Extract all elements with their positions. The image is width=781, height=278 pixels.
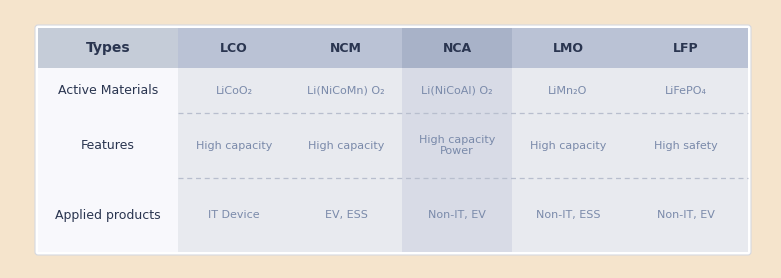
Text: Applied products: Applied products [55, 208, 161, 222]
Text: Non-IT, EV: Non-IT, EV [657, 210, 715, 220]
Text: Li(NiCoAl) O₂: Li(NiCoAl) O₂ [421, 86, 493, 96]
FancyBboxPatch shape [624, 113, 748, 178]
FancyBboxPatch shape [402, 178, 512, 252]
FancyBboxPatch shape [290, 28, 402, 68]
FancyBboxPatch shape [290, 113, 402, 178]
Text: High capacity: High capacity [530, 140, 606, 150]
Text: NCM: NCM [330, 41, 362, 54]
FancyBboxPatch shape [624, 68, 748, 113]
Text: LiCoO₂: LiCoO₂ [216, 86, 252, 96]
FancyBboxPatch shape [38, 28, 178, 68]
Text: High capacity: High capacity [308, 140, 384, 150]
FancyBboxPatch shape [290, 178, 402, 252]
FancyBboxPatch shape [38, 68, 178, 113]
Text: High capacity
Power: High capacity Power [419, 135, 495, 156]
FancyBboxPatch shape [178, 178, 290, 252]
FancyBboxPatch shape [512, 178, 624, 252]
FancyBboxPatch shape [512, 68, 624, 113]
Text: LFP: LFP [673, 41, 699, 54]
Text: LiFePO₄: LiFePO₄ [665, 86, 707, 96]
Text: Types: Types [86, 41, 130, 55]
Text: High safety: High safety [654, 140, 718, 150]
FancyBboxPatch shape [624, 178, 748, 252]
Text: LiMn₂O: LiMn₂O [548, 86, 587, 96]
Text: Li(NiCoMn) O₂: Li(NiCoMn) O₂ [307, 86, 385, 96]
Text: Active Materials: Active Materials [58, 84, 158, 97]
FancyBboxPatch shape [178, 68, 290, 113]
Text: IT Device: IT Device [209, 210, 260, 220]
Text: High capacity: High capacity [196, 140, 273, 150]
FancyBboxPatch shape [38, 113, 178, 178]
Text: LCO: LCO [220, 41, 248, 54]
FancyBboxPatch shape [290, 68, 402, 113]
Text: Non-IT, EV: Non-IT, EV [428, 210, 486, 220]
FancyBboxPatch shape [402, 68, 512, 113]
Text: EV, ESS: EV, ESS [325, 210, 367, 220]
FancyBboxPatch shape [178, 113, 290, 178]
FancyBboxPatch shape [402, 28, 512, 68]
FancyBboxPatch shape [512, 113, 624, 178]
Text: NCA: NCA [443, 41, 472, 54]
Text: Non-IT, ESS: Non-IT, ESS [536, 210, 601, 220]
Text: LMO: LMO [552, 41, 583, 54]
Text: Features: Features [81, 139, 135, 152]
FancyBboxPatch shape [624, 28, 748, 68]
FancyBboxPatch shape [178, 28, 290, 68]
FancyBboxPatch shape [38, 178, 178, 252]
FancyBboxPatch shape [35, 25, 751, 255]
FancyBboxPatch shape [512, 28, 624, 68]
FancyBboxPatch shape [402, 113, 512, 178]
